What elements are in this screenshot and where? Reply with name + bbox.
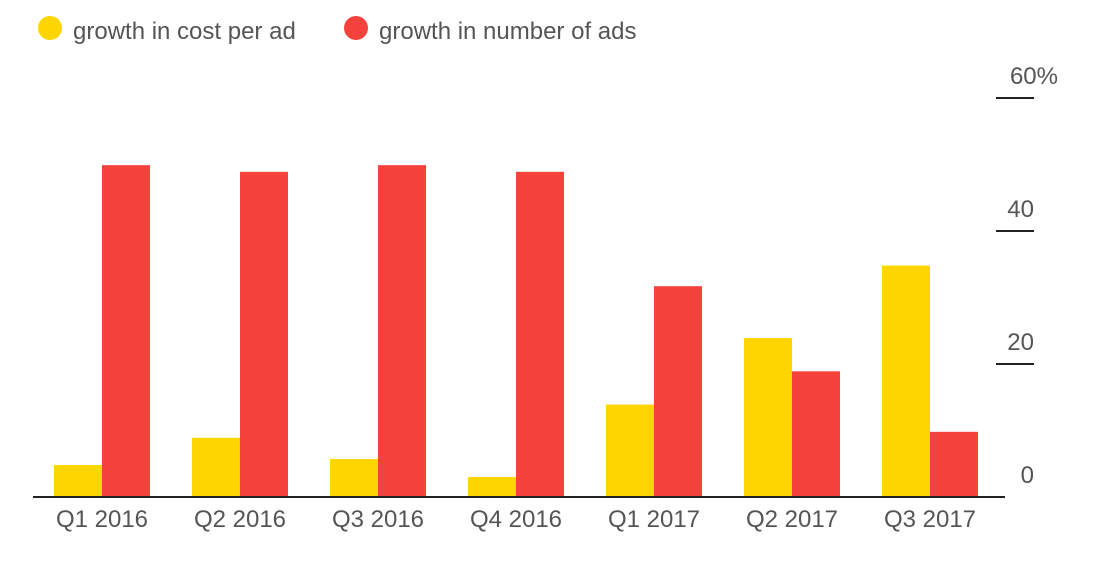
x-tick-label: Q1 2016	[56, 506, 148, 533]
x-tick-label: Q2 2017	[746, 506, 838, 533]
x-axis: Q1 2016 Q2 2016 Q3 2016 Q4 2016 Q1 2017 Q2 20…	[33, 496, 1005, 533]
y-axis: 0 20 40 60%	[996, 63, 1058, 489]
legend-marker-growth-in-cost-per-ad	[38, 16, 62, 40]
bar-growth-in-number-of-ads-q3-2017	[930, 431, 978, 497]
x-tick-label: Q2 2016	[194, 506, 286, 533]
y-tick-label: 60%	[1010, 63, 1058, 90]
bar-growth-in-number-of-ads-q2-2017	[792, 371, 840, 497]
x-tick-label: Q3 2017	[884, 506, 976, 533]
bar-growth-in-cost-per-ad-q4-2016	[468, 477, 516, 497]
bar-growth-in-number-of-ads-q3-2016	[378, 165, 426, 498]
bar-growth-in-number-of-ads-q2-2016	[240, 171, 288, 497]
x-tick-label: Q4 2016	[470, 506, 562, 533]
y-tick-label: 0	[1021, 462, 1034, 489]
legend-label-growth-in-cost-per-ad: growth in cost per ad	[73, 18, 296, 45]
y-tick-label: 40	[1007, 196, 1034, 223]
bar-growth-in-cost-per-ad-q1-2017	[606, 404, 654, 497]
legend-marker-growth-in-number-of-ads	[344, 16, 368, 40]
bar-growth-in-cost-per-ad-q2-2016	[192, 437, 240, 497]
bar-growth-in-cost-per-ad-q2-2017	[744, 338, 792, 497]
bars	[54, 165, 978, 498]
bar-growth-in-cost-per-ad-q1-2016	[54, 465, 102, 497]
bar-growth-in-number-of-ads-q1-2017	[654, 286, 702, 497]
bar-growth-in-cost-per-ad-q3-2016	[330, 459, 378, 497]
bar-growth-in-number-of-ads-q1-2016	[102, 165, 150, 498]
y-tick-label: 20	[1007, 329, 1034, 356]
x-tick-label: Q1 2017	[608, 506, 700, 533]
x-tick-label: Q3 2016	[332, 506, 424, 533]
legend: growth in cost per ad growth in number of…	[38, 16, 636, 45]
legend-label-growth-in-number-of-ads: growth in number of ads	[379, 18, 636, 45]
bar-growth-in-cost-per-ad-q3-2017	[882, 265, 930, 497]
bar-growth-in-number-of-ads-q4-2016	[516, 171, 564, 497]
